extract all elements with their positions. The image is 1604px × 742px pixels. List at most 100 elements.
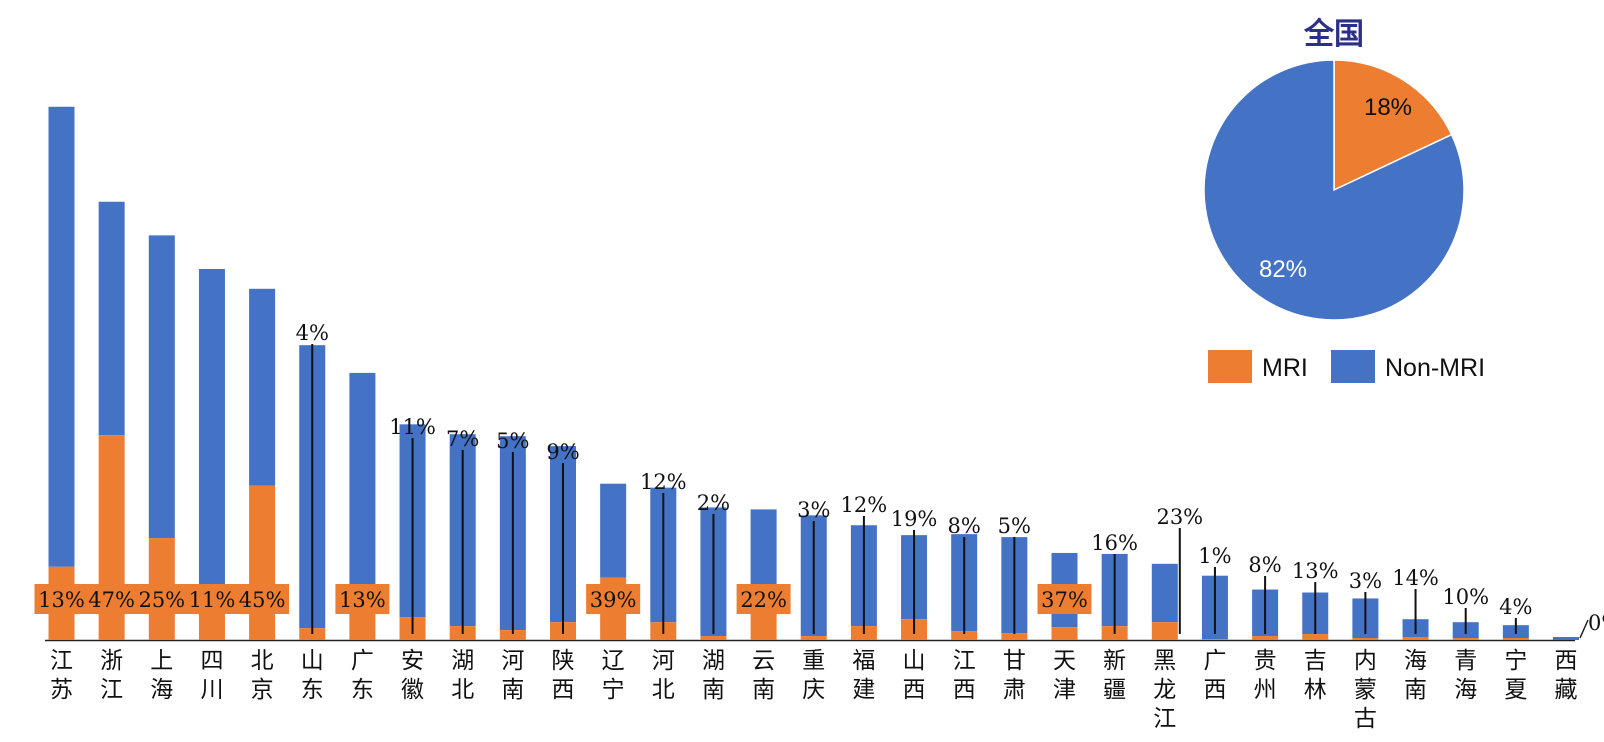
bar-non-mri [1553, 637, 1579, 640]
pct-label-box [235, 584, 290, 614]
category-label: 浙江 [100, 648, 123, 703]
pct-label: 39% [590, 588, 637, 612]
category-label: 陕西 [552, 648, 575, 703]
pct-leader-line [1579, 619, 1589, 639]
pct-label: 8% [1248, 553, 1281, 577]
pct-label: 13% [339, 588, 386, 612]
pie-label-mri: 18% [1364, 94, 1412, 121]
category-label: 内蒙古 [1354, 648, 1377, 732]
pct-label: 12% [841, 493, 888, 517]
bar-mri [1352, 638, 1379, 640]
pct-label: 0% [1588, 611, 1604, 635]
category-label: 辽宁 [602, 648, 625, 703]
pct-label: 11% [189, 588, 236, 612]
category-label: 西藏 [1555, 648, 1578, 703]
pct-label: 1% [1198, 544, 1231, 568]
bar-non-mri [349, 372, 376, 606]
pct-label: 3% [1349, 569, 1382, 593]
bar-mri [750, 611, 777, 640]
pct-label: 2% [697, 491, 730, 515]
pct-label: 4% [1499, 595, 1532, 619]
legend-label: MRI [1262, 354, 1308, 382]
category-label: 宁夏 [1504, 648, 1527, 703]
pct-label: 19% [891, 507, 938, 531]
category-label: 江苏 [50, 648, 73, 703]
bar-mri [499, 630, 526, 640]
category-label: 湖北 [451, 648, 474, 703]
pie-slice-non-mri [1203, 59, 1465, 321]
pct-label: 23% [1156, 505, 1203, 529]
category-label: 安徽 [401, 648, 424, 703]
category-label: 河南 [501, 648, 524, 703]
pct-label: 14% [1392, 566, 1439, 590]
category-label: 吉林 [1304, 648, 1327, 703]
category-label: 福建 [852, 648, 875, 703]
category-label: 云南 [752, 648, 775, 703]
pct-label-box [586, 584, 641, 614]
bar-mri [1252, 636, 1279, 640]
bar-mri [1201, 639, 1228, 640]
pct-label: 9% [546, 440, 579, 464]
pct-label: 12% [640, 470, 687, 494]
pct-label: 16% [1091, 531, 1138, 555]
bar-non-mri [1151, 563, 1178, 623]
pct-label-box [34, 584, 89, 614]
pct-label: 22% [740, 588, 787, 612]
bar-mri [249, 485, 276, 640]
bar-mri [951, 631, 978, 640]
pie-title: 全国 [1303, 17, 1364, 52]
category-label: 山东 [301, 648, 324, 703]
bar-non-mri [600, 483, 627, 578]
pct-label: 13% [38, 588, 85, 612]
legend-label: Non-MRI [1385, 354, 1485, 382]
legend: MRI Non-MRI [1208, 350, 1485, 383]
category-label: 四川 [200, 648, 223, 703]
category-label: 贵州 [1254, 648, 1277, 703]
bar-non-mri [48, 106, 75, 567]
pct-label: 47% [88, 588, 135, 612]
bar-mri [800, 636, 827, 640]
bar-mri [1001, 633, 1028, 640]
pie-chart: 全国 18% 82% [1203, 17, 1465, 321]
category-label: 广东 [351, 648, 374, 703]
bar-mri [1502, 638, 1529, 640]
pct-label: 45% [239, 588, 286, 612]
category-label: 山西 [903, 648, 926, 703]
pct-label: 5% [998, 514, 1031, 538]
pct-label: 8% [948, 514, 981, 538]
bar-mri [1452, 638, 1479, 640]
pct-label-box [184, 584, 239, 614]
pct-label: 4% [296, 321, 329, 345]
bar-chart: 江苏 13% 浙江 47% 上海 25% 四川 11% 北京 45% 山东 4% 广东 13% 安徽 11% 湖… [34, 106, 1604, 732]
pct-label-box [335, 584, 390, 614]
pct-label-box [1037, 584, 1092, 614]
category-label: 青海 [1454, 648, 1477, 703]
legend-swatch [1208, 350, 1252, 383]
pie-label-non-mri: 82% [1259, 256, 1307, 283]
pct-label: 10% [1442, 585, 1489, 609]
pct-label: 11% [389, 415, 436, 439]
pct-label-box [84, 584, 139, 614]
bar-mri [1402, 637, 1429, 640]
pct-label: 5% [496, 429, 529, 453]
pct-label-box [736, 584, 791, 614]
category-label: 上海 [150, 648, 173, 703]
pct-label: 3% [797, 498, 830, 522]
bar-mri [1302, 634, 1329, 640]
category-label: 广西 [1203, 648, 1226, 703]
category-label: 甘肃 [1003, 648, 1026, 703]
category-label: 海南 [1404, 648, 1427, 703]
pct-label: 37% [1041, 588, 1088, 612]
bar-non-mri [198, 269, 225, 602]
bar-mri [1151, 622, 1178, 640]
bar-non-mri [98, 201, 125, 436]
category-label: 黑龙江 [1153, 648, 1176, 732]
pie-slice-mri [1333, 59, 1453, 192]
category-label: 湖南 [702, 648, 725, 703]
bar-non-mri [148, 235, 175, 539]
bar-mri [700, 636, 727, 640]
bar-mri [1051, 627, 1078, 640]
pct-label: 25% [138, 588, 185, 612]
pct-label-box [134, 584, 189, 614]
